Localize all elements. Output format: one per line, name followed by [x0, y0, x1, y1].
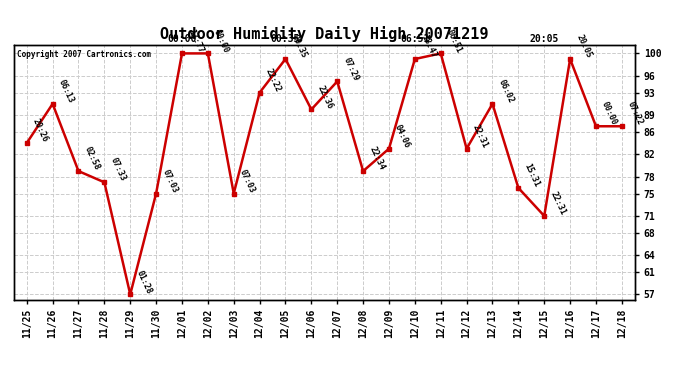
Text: 07:22: 07:22 — [626, 100, 644, 127]
Text: 00:00: 00:00 — [167, 34, 197, 44]
Text: 20:05: 20:05 — [529, 34, 559, 44]
Text: 15:31: 15:31 — [522, 162, 541, 189]
Text: 07:03: 07:03 — [160, 168, 179, 194]
Text: Copyright 2007 Cartronics.com: Copyright 2007 Cartronics.com — [17, 50, 151, 59]
Text: 07:33: 07:33 — [108, 156, 127, 183]
Text: 20:05: 20:05 — [574, 33, 593, 60]
Text: 22:34: 22:34 — [367, 145, 386, 172]
Text: 00:35: 00:35 — [270, 34, 300, 44]
Text: 02:58: 02:58 — [83, 145, 101, 172]
Title: Outdoor Humidity Daily High 20071219: Outdoor Humidity Daily High 20071219 — [160, 27, 489, 42]
Text: 01:28: 01:28 — [135, 268, 153, 295]
Text: 04:06: 04:06 — [393, 123, 412, 149]
Text: 00:35: 00:35 — [290, 33, 308, 60]
Text: 06:51: 06:51 — [445, 27, 464, 54]
Text: 22:36: 22:36 — [315, 84, 334, 110]
Text: 22:22: 22:22 — [264, 67, 282, 93]
Text: 06:13: 06:13 — [57, 78, 75, 105]
Text: 22:31: 22:31 — [549, 190, 567, 216]
Text: 06:51: 06:51 — [400, 34, 430, 44]
Text: 07:29: 07:29 — [342, 56, 360, 82]
Text: 06:02: 06:02 — [497, 78, 515, 105]
Text: 20:26: 20:26 — [31, 117, 50, 144]
Text: 07:03: 07:03 — [238, 168, 257, 194]
Text: 17:77: 17:77 — [186, 27, 205, 54]
Text: 00:00: 00:00 — [212, 27, 230, 54]
Text: 00:00: 00:00 — [600, 100, 619, 127]
Text: 22:31: 22:31 — [471, 123, 489, 149]
Text: 18:47: 18:47 — [419, 33, 437, 60]
